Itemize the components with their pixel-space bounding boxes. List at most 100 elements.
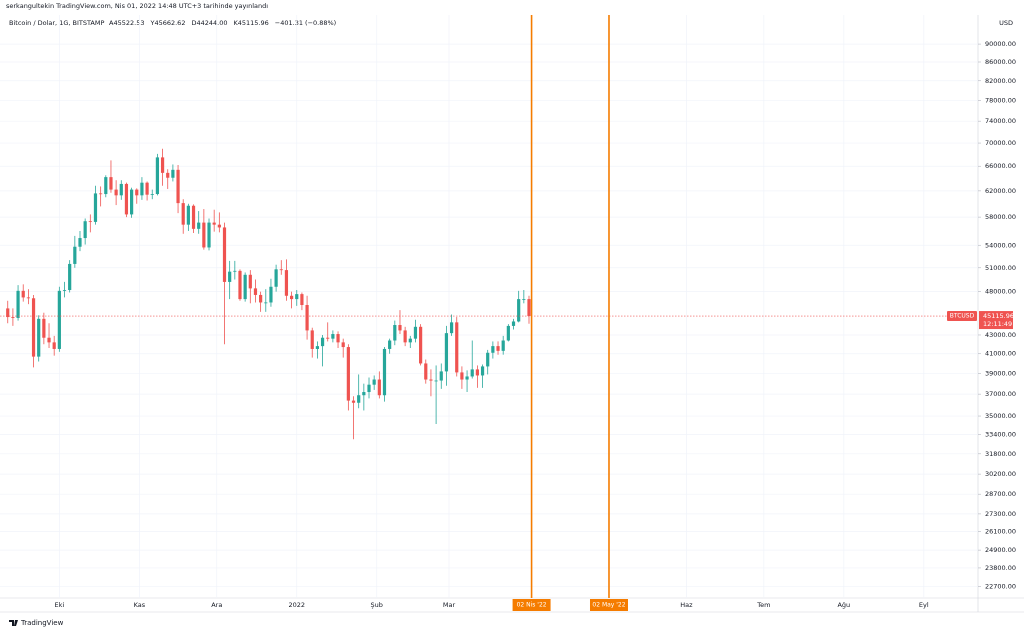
- currency: USD: [999, 19, 1013, 27]
- candle-body: [135, 189, 139, 196]
- candle-body: [104, 177, 108, 195]
- candle-body: [486, 352, 490, 367]
- candle-body: [501, 340, 505, 351]
- candle-body: [320, 337, 325, 347]
- candle-body: [310, 330, 314, 349]
- candle-body: [295, 294, 299, 300]
- candle-body: [37, 318, 41, 357]
- x-tick-label: Tem: [756, 601, 770, 609]
- symbol: Bitcoin / Dolar, 1G, BITSTAMP: [9, 19, 104, 27]
- candle-body: [460, 372, 464, 380]
- x-tick-label: 2022: [288, 601, 305, 609]
- candle-body: [475, 369, 479, 376]
- price-label-box: [979, 311, 1013, 330]
- candle-body: [114, 189, 118, 196]
- marker-label-box: [589, 599, 628, 611]
- candle-body: [511, 321, 516, 326]
- y-tick-label: 78000.00: [985, 96, 1016, 104]
- candle-body: [253, 288, 258, 295]
- candle-body: [413, 326, 418, 339]
- y-tick-label: 54000.00: [985, 241, 1016, 249]
- candle-body: [444, 333, 449, 372]
- candle-body: [351, 400, 356, 403]
- candle-body: [238, 270, 242, 300]
- y-tick-label: 37000.00: [985, 390, 1016, 398]
- ohlc-value: K45115.96: [234, 19, 269, 27]
- candle-body: [377, 379, 381, 396]
- brand: TradingView: [20, 619, 64, 627]
- x-tick-label: Ağu: [837, 601, 850, 609]
- x-tick-label: Kas: [134, 601, 146, 609]
- candle-body: [305, 305, 309, 331]
- brand-logo: [9, 620, 18, 626]
- candle-body: [11, 317, 15, 318]
- y-tick-label: 74000.00: [985, 117, 1016, 125]
- candle-body: [429, 379, 433, 381]
- candle-body: [202, 222, 206, 248]
- y-tick-label: 51000.00: [985, 264, 1016, 272]
- candle-body: [99, 193, 103, 195]
- candle-body: [398, 325, 402, 331]
- candle-body: [393, 325, 397, 341]
- candle-body: [150, 194, 154, 195]
- candle-body: [52, 342, 56, 349]
- candle-body: [78, 238, 82, 247]
- y-tick-label: 30200.00: [985, 470, 1016, 478]
- candle-body: [259, 294, 263, 303]
- x-tick-label: Eki: [55, 601, 65, 609]
- candle-body: [124, 183, 129, 215]
- x-tick-label: Ara: [211, 601, 222, 609]
- candle-body: [181, 203, 185, 225]
- candle-body: [88, 221, 92, 223]
- candle-body: [145, 182, 149, 195]
- candle-body: [130, 189, 134, 215]
- x-tick-label: Haz: [680, 601, 693, 609]
- candle-body: [336, 334, 340, 343]
- candle-body: [326, 337, 330, 339]
- candle-body: [289, 295, 294, 300]
- candle-body: [119, 183, 123, 196]
- candle-body: [274, 269, 278, 287]
- candle-body: [470, 369, 474, 377]
- y-tick-label: 90000.00: [985, 40, 1016, 48]
- ohlc-value: Y45662.62: [149, 19, 185, 27]
- marker-label: 02 Nis '22: [517, 602, 547, 609]
- y-tick-label: 23800.00: [985, 564, 1016, 572]
- candle-body: [517, 299, 521, 322]
- y-tick-label: 22700.00: [985, 583, 1016, 591]
- symbol-tag: BTCUSD: [950, 313, 975, 320]
- change-value: −401.31 (−0.88%): [275, 19, 336, 27]
- x-tick-label: Eyl: [919, 601, 929, 609]
- candle-body: [269, 286, 273, 303]
- x-tick-label: Şub: [371, 601, 383, 609]
- candle-body: [506, 325, 510, 341]
- candle-body: [21, 290, 25, 298]
- y-tick-label: 24900.00: [985, 546, 1016, 554]
- candle-body: [331, 334, 335, 339]
- candle-body: [367, 384, 371, 393]
- countdown: 12:11:49: [983, 320, 1012, 328]
- candle-body: [16, 290, 20, 318]
- y-tick-label: 28700.00: [985, 490, 1016, 498]
- y-tick-label: 70000.00: [985, 139, 1016, 147]
- candle-body: [26, 297, 30, 299]
- candle-body: [68, 263, 72, 291]
- y-tick-label: 39000.00: [985, 369, 1016, 377]
- candle-body: [31, 298, 36, 357]
- candle-body: [382, 348, 387, 396]
- y-tick-label: 27300.00: [985, 510, 1016, 518]
- price-label: 45115.96: [983, 312, 1014, 320]
- candle-body: [408, 338, 412, 343]
- watermark: serkangultekin TradingView.com, Nis 01, …: [6, 2, 268, 10]
- candle-body: [57, 290, 61, 349]
- candle-body: [439, 371, 443, 381]
- candle-body: [93, 193, 98, 222]
- candle-body: [300, 294, 304, 306]
- candle-body: [83, 221, 87, 239]
- candle-body: [166, 172, 170, 178]
- candle-body: [212, 222, 216, 225]
- candle-body: [372, 379, 376, 385]
- candle-body: [228, 271, 232, 282]
